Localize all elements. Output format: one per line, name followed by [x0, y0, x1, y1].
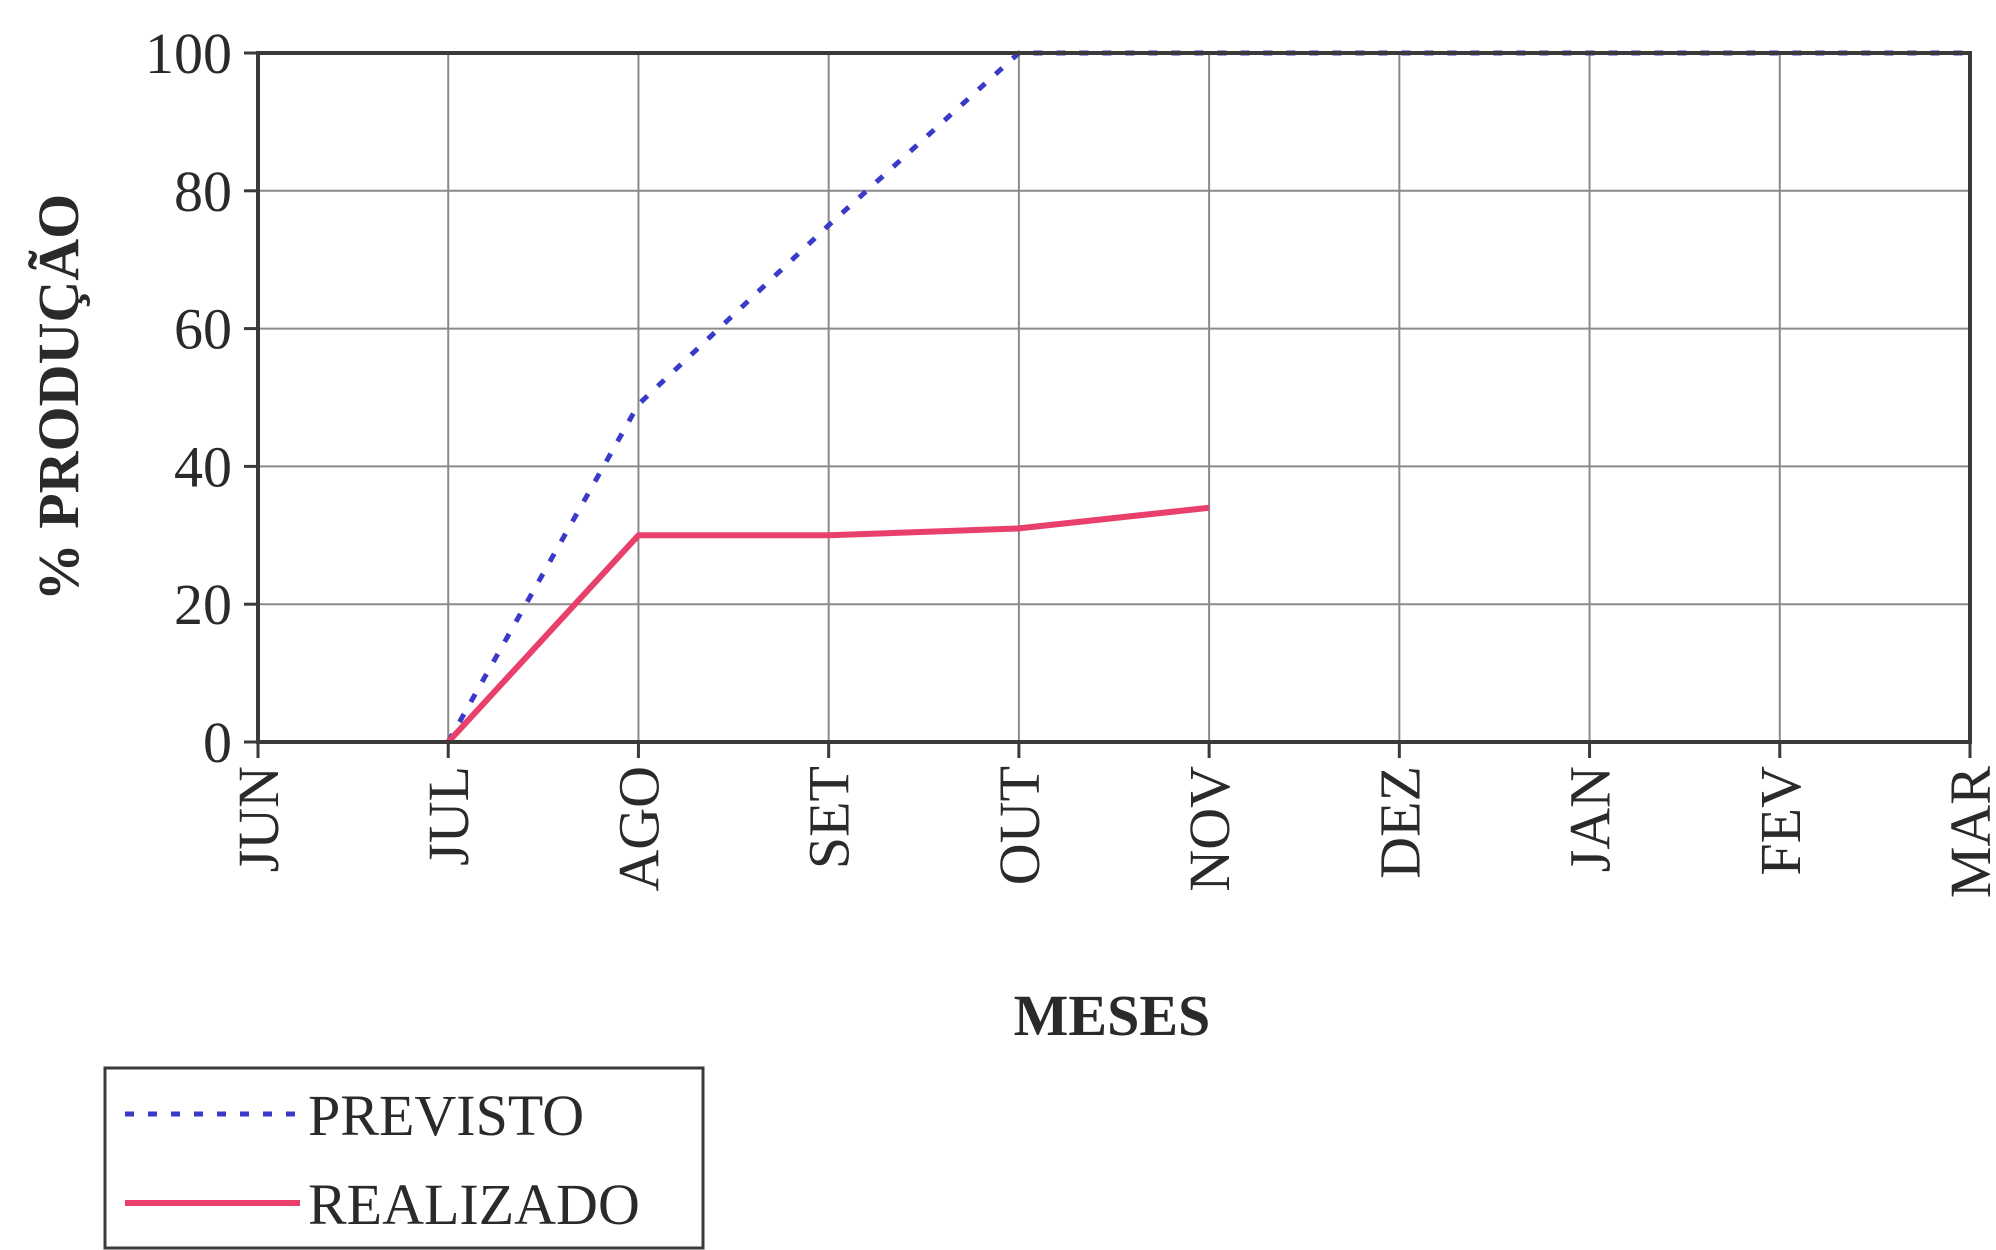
y-tick-label: 20 [174, 572, 232, 637]
y-tick-label: 0 [203, 710, 232, 775]
series-line-realizado [446, 504, 1210, 745]
x-tick-label: JUN [226, 766, 291, 872]
x-tick-label: DEZ [1367, 766, 1432, 879]
plot-area-frame [256, 51, 1972, 744]
x-tick-label: JUL [416, 766, 481, 866]
x-tick-label: OUT [987, 766, 1052, 885]
legend-box [103, 1066, 705, 1250]
y-tick-label: 40 [174, 434, 232, 499]
x-tick-label: NOV [1177, 766, 1242, 892]
legend-label-previsto: PREVISTO [308, 1083, 584, 1148]
y-tick-label: 60 [174, 297, 232, 362]
x-tick-label: AGO [606, 766, 671, 892]
x-axis-ticks: JUN JUL AGO SET OUT NOV DEZ JAN FEV MAR [226, 742, 1996, 898]
series-lines [446, 50, 1970, 745]
y-tick-label: 100 [145, 21, 232, 86]
x-tick-label: JAN [1558, 766, 1623, 872]
legend: PREVISTO REALIZADO [103, 1066, 705, 1250]
x-tick-label: FEV [1748, 766, 1813, 876]
y-axis-label: % PRODUÇÃO [26, 194, 91, 602]
x-tick-label: SET [797, 766, 862, 869]
legend-label-realizado: REALIZADO [308, 1172, 640, 1237]
x-tick-label: MAR [1938, 766, 1996, 898]
y-axis-ticks: 0 20 40 60 80 100 [145, 21, 258, 775]
y-tick-label: 80 [174, 159, 232, 224]
gridlines [257, 52, 1971, 743]
x-axis-label: MESES [1014, 983, 1211, 1048]
